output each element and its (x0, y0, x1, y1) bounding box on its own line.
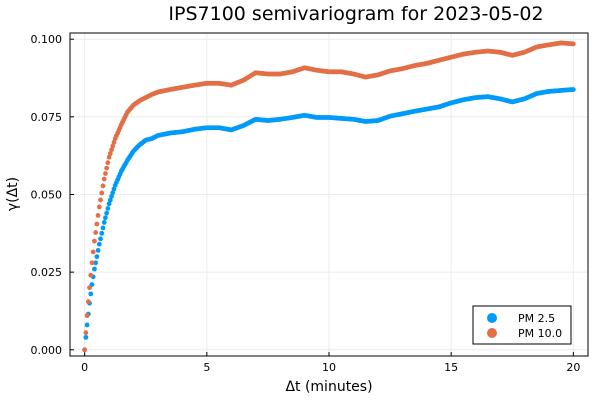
legend-label-pm25: PM 2.5 (518, 312, 555, 325)
data-point (107, 151, 113, 156)
y-tick-label: 0.050 (31, 189, 63, 202)
data-point (105, 206, 111, 211)
data-point (92, 238, 97, 244)
data-point (111, 139, 117, 145)
data-point (88, 272, 94, 278)
legend-label-pm10: PM 10.0 (518, 327, 562, 340)
legend-marker-pm25 (487, 313, 497, 323)
x-tick-label: 15 (444, 361, 458, 374)
data-point (570, 41, 576, 47)
data-point (89, 260, 95, 266)
y-tick-label: 0.100 (31, 33, 63, 46)
data-point (84, 313, 90, 319)
data-point (93, 230, 99, 235)
chart-title: IPS7100 semivariogram for 2023-05-02 (168, 3, 543, 25)
data-series (82, 40, 576, 353)
data-point (106, 201, 112, 207)
data-point (109, 193, 114, 199)
x-tick-label: 20 (566, 361, 580, 374)
data-point (94, 254, 100, 260)
axis-ticks: 0 5 10 15 20 0.000 0.025 0.050 0.075 0.100 (31, 33, 581, 374)
data-point (85, 299, 91, 305)
data-point (95, 213, 101, 218)
data-point (95, 248, 101, 253)
data-point (105, 160, 111, 166)
series-pm25 (82, 87, 576, 353)
data-point (99, 230, 105, 236)
data-point (104, 210, 110, 216)
series-pm10 (82, 40, 576, 353)
data-point (111, 186, 117, 192)
legend: PM 2.5 PM 10.0 (472, 305, 572, 345)
data-point (106, 154, 112, 160)
data-point (82, 347, 88, 353)
data-point (87, 285, 92, 291)
data-point (94, 221, 100, 227)
data-point (110, 190, 116, 196)
data-point (92, 266, 97, 272)
legend-box (472, 305, 572, 345)
data-point (101, 220, 107, 225)
data-point (98, 236, 103, 242)
data-point (100, 183, 106, 189)
y-tick-label: 0.025 (31, 266, 63, 279)
data-point (96, 241, 102, 247)
data-point (88, 291, 94, 297)
data-point (570, 87, 576, 92)
data-point (107, 197, 113, 203)
data-point (98, 197, 103, 203)
data-point (84, 322, 90, 328)
x-axis-label: Δt (minutes) (285, 379, 372, 395)
data-point (100, 225, 106, 231)
data-point (101, 176, 107, 182)
y-tick-label: 0.075 (31, 111, 63, 124)
data-point (104, 165, 110, 171)
x-tick-label: 5 (203, 361, 210, 374)
data-point (83, 334, 89, 340)
data-point (99, 190, 105, 196)
y-axis-label: γ(Δt) (5, 177, 21, 211)
data-point (110, 143, 116, 149)
data-point (96, 204, 102, 210)
x-tick-label: 0 (81, 361, 88, 374)
data-point (93, 260, 99, 266)
data-point (103, 171, 108, 176)
x-tick-label: 10 (322, 361, 336, 374)
data-point (103, 215, 108, 221)
data-point (83, 330, 89, 336)
y-tick-label: 0.000 (31, 344, 63, 357)
data-point (109, 147, 114, 153)
data-point (90, 249, 96, 255)
legend-marker-pm10 (487, 328, 497, 338)
